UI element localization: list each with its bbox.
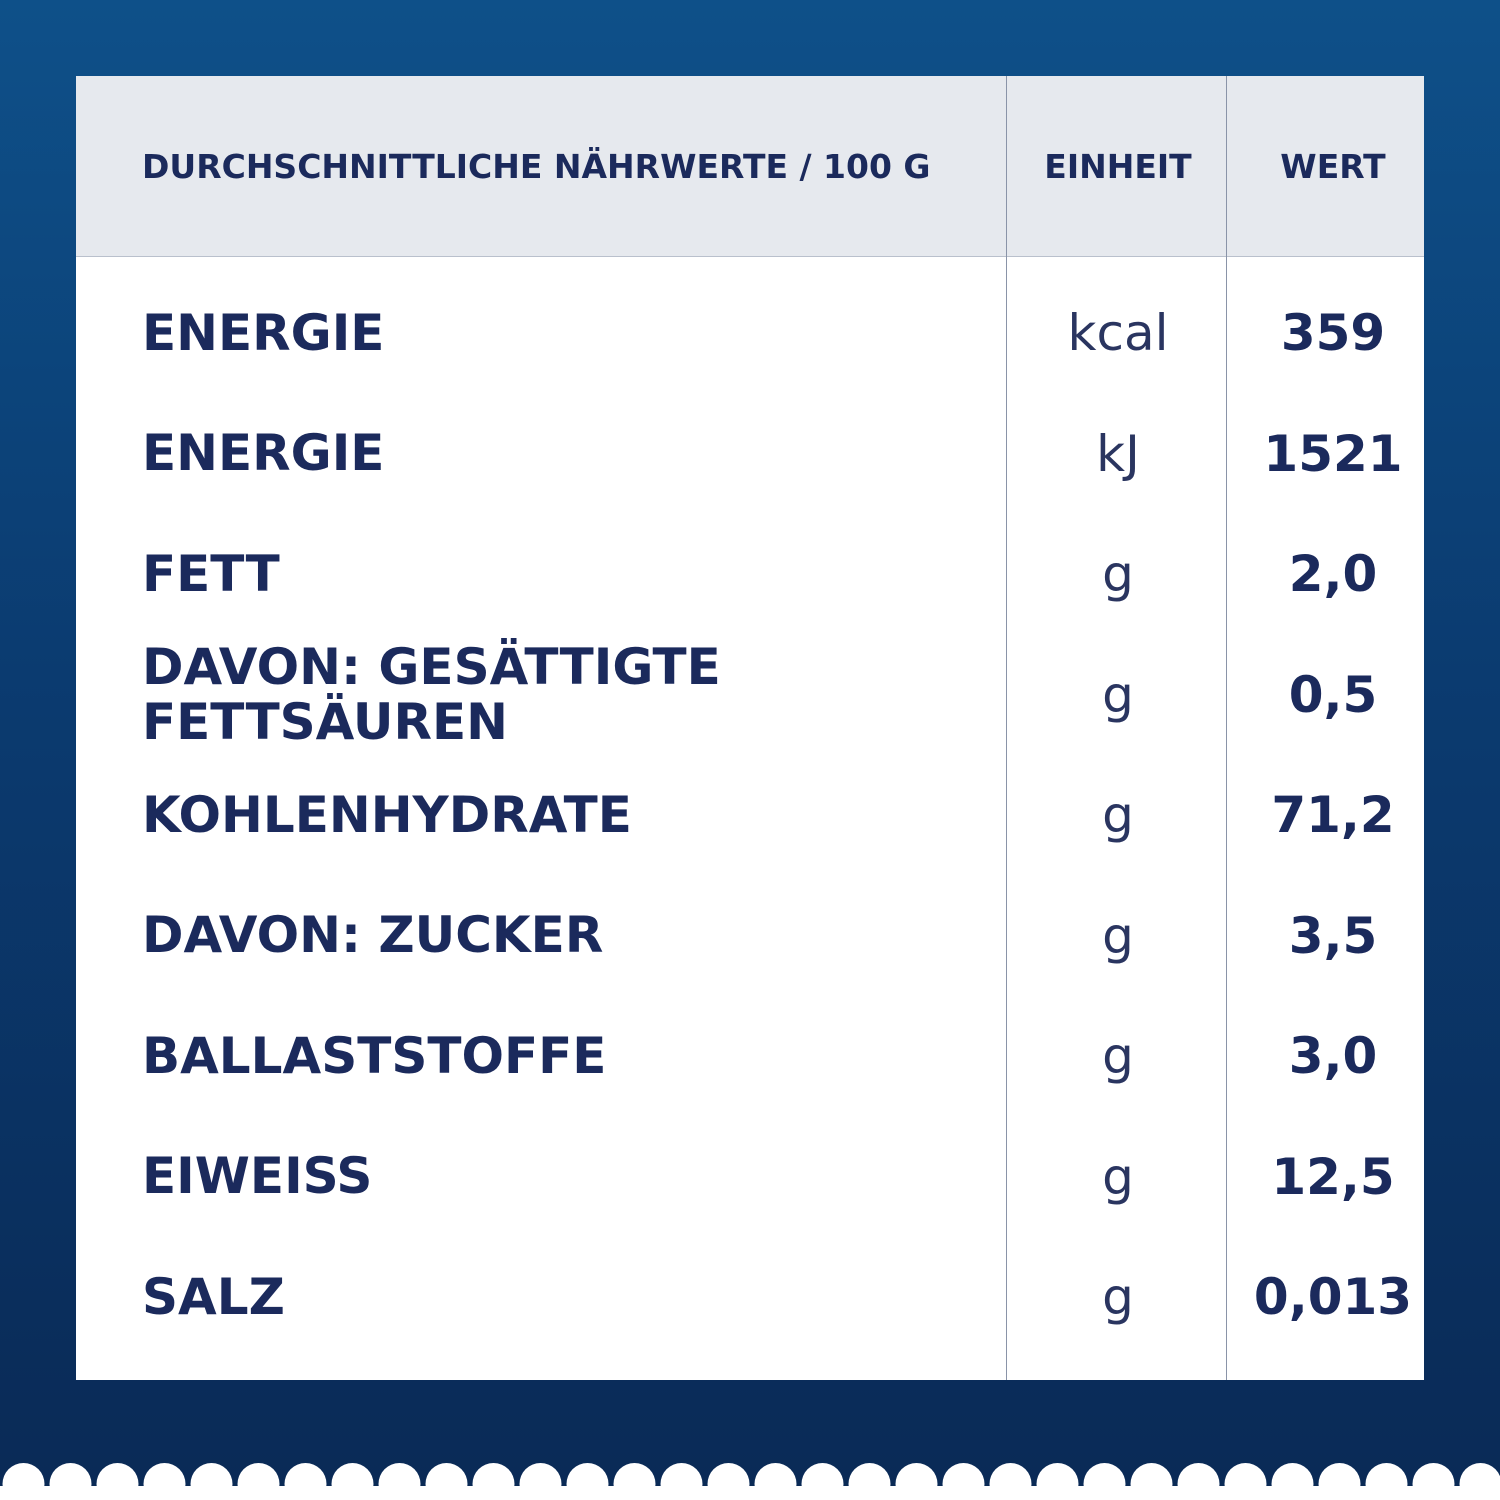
value-cell: 1521 (1263, 424, 1403, 483)
value-cell: 71,2 (1271, 786, 1395, 844)
header-cell: WERT (1280, 146, 1386, 186)
value-cell: 359 (1280, 304, 1386, 362)
header-cell: EINHEIT (1044, 146, 1192, 186)
table-header (76, 76, 1424, 257)
unit-cell: g (1102, 1027, 1134, 1085)
value-cell: 2,0 (1288, 545, 1378, 603)
unit-cell: g (1102, 906, 1134, 965)
header-cell: DURCHSCHNITTLICHE NÄHRWERTE / 100 G (142, 146, 931, 186)
value-cell: 3,0 (1288, 1027, 1378, 1085)
unit-cell: kJ (1096, 424, 1140, 483)
value-cell: 3,5 (1288, 906, 1378, 965)
unit-cell: kcal (1067, 304, 1169, 362)
unit-cell: g (1102, 786, 1134, 844)
nutrient-name: SALZ (142, 1267, 285, 1326)
value-cell: 12,5 (1271, 1147, 1395, 1206)
nutrient-name: ENERGIE (142, 303, 385, 362)
nutrient-name: DAVON: ZUCKER (142, 906, 604, 964)
wave-edge (0, 1440, 1500, 1500)
nutrient-name: FETT (142, 544, 280, 603)
column-divider (1006, 76, 1007, 1380)
unit-cell: g (1102, 1268, 1134, 1326)
unit-cell: g (1102, 665, 1134, 724)
nutrient-name: DAVON: GESÄTTIGTE FETTSÄUREN (142, 637, 721, 751)
nutrient-name: EIWEISS (142, 1147, 373, 1205)
nutrient-name: ENERGIE (142, 424, 385, 482)
nutrition-table: DURCHSCHNITTLICHE NÄHRWERTE / 100 G EINH… (76, 76, 1424, 1380)
value-cell: 0,5 (1288, 665, 1378, 724)
value-cell: 0,013 (1253, 1268, 1413, 1326)
nutrient-name: KOHLENHYDRATE (142, 785, 632, 844)
unit-cell: g (1102, 1147, 1134, 1206)
unit-cell: g (1102, 545, 1134, 603)
column-divider (1226, 76, 1227, 1380)
nutrient-name: BALLASTSTOFFE (142, 1026, 607, 1085)
